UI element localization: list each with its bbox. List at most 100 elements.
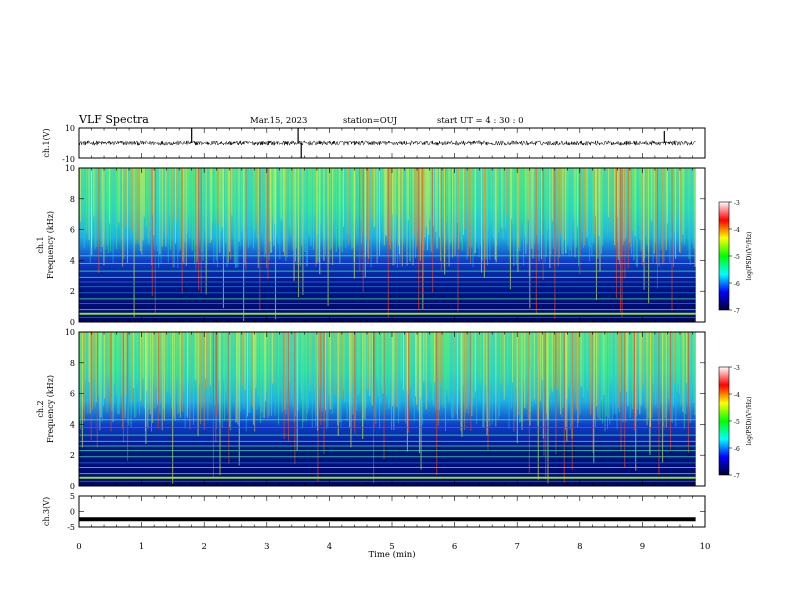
start-ut-label: start UT = 4 : 30 : 0 [437,116,524,126]
spectro-spike [181,168,183,294]
spectro-streak [341,168,343,253]
spectro-streak [382,168,384,233]
spectro-streak [89,332,91,414]
spectro-streak [253,168,254,249]
spectro-streak [608,168,610,218]
spectro-streak [413,332,415,422]
spectro-streak [149,332,151,415]
spectro-streak [357,168,359,230]
ch2-spectrogram-ylabel-frequency: Frequency (kHz) [46,375,55,443]
spectro-streak [355,168,356,221]
spectro-streak [610,168,612,220]
spectro-spike [563,332,565,483]
spectro-streak [116,168,118,250]
spectro-streak [661,332,662,380]
spectro-streak [519,168,521,251]
spectro-streak [308,168,310,235]
spectro-streak [363,168,365,237]
spectro-streak [688,332,690,408]
spectro-streak [80,332,82,430]
spectro-streak [101,332,103,423]
ch1-spectrogram-ylabel-frequency: Frequency (kHz) [46,211,55,279]
spectro-streak [351,332,353,381]
spectro-spike [422,168,424,296]
spectro-streak [329,332,331,410]
spectro-streak [244,168,246,265]
spectro-streak [525,168,527,255]
spectro-spike [270,168,272,253]
spectro-streak [637,332,638,410]
spectro-spike [627,168,629,269]
spectro-streak [291,168,293,229]
spectro-streak [332,168,334,265]
ch1-spectrogram-ytick: 0 [70,318,75,327]
spectro-streak [247,332,248,417]
spectro-streak [202,168,204,261]
spectro-streak [355,332,356,420]
spectro-streak [460,168,462,242]
spectro-streak [449,332,451,387]
spectro-streak [207,168,209,243]
spectro-streak [143,332,145,409]
colorbar-scale [718,366,730,476]
spectro-streak [398,168,400,246]
spectro-streak [253,332,254,425]
spectro-streak [397,332,398,408]
spectro-streak [686,332,688,383]
spectro-spike [571,332,573,470]
spectro-streak [611,332,613,421]
spectro-streak [532,168,534,259]
spectro-spike [648,168,650,304]
spectro-streak [105,168,107,250]
spectro-streak [173,332,175,419]
spectro-streak [203,332,205,430]
spectro-streak [298,332,300,381]
spectro-streak [574,332,576,379]
spectro-streak [428,332,430,403]
spectro-spike [216,332,218,417]
spectro-spike [662,332,664,463]
spectro-streak [515,168,517,265]
spectro-streak [376,332,378,379]
spectro-streak [381,168,383,218]
spectro-streak [113,332,115,385]
spectro-spike [624,168,626,279]
spectro-streak [613,168,614,220]
spectro-spike [337,332,339,436]
spectro-streak [332,332,334,414]
spectro-streak [265,332,266,401]
spectro-streak [208,332,210,398]
colorbar-tick-label: -5 [734,254,740,261]
x-tick-label: 10 [700,542,711,552]
spectro-streak [371,168,373,219]
spectro-streak [377,168,379,224]
spectro-streak [500,168,502,220]
spectro-streak [374,332,376,417]
spectro-streak [111,168,113,231]
spectro-spike [436,332,438,475]
spectro-streak [638,332,640,390]
spectro-spike [461,332,463,437]
spectro-streak [147,168,149,238]
spectro-streak [379,332,380,429]
spectro-streak [261,332,263,413]
spectro-streak [386,332,388,396]
spectro-streak [524,168,526,237]
spectro-streak [497,168,499,233]
spectro-streak [683,168,685,245]
spectro-streak [628,332,630,390]
spectro-streak [225,168,227,244]
spectro-streak [249,332,251,413]
spectro-streak [94,332,96,407]
spectro-streak [361,168,362,244]
spectro-streak [352,332,354,415]
ch2-spectrogram-ytick: 10 [65,328,75,337]
spectro-spike [200,168,202,294]
spectro-spike [98,168,100,273]
spectro-streak [590,332,592,415]
spectro-streak [248,168,250,248]
spectro-streak [440,168,442,262]
spectro-streak [559,168,560,258]
spectro-streak [646,168,648,245]
spectro-streak [322,168,324,233]
